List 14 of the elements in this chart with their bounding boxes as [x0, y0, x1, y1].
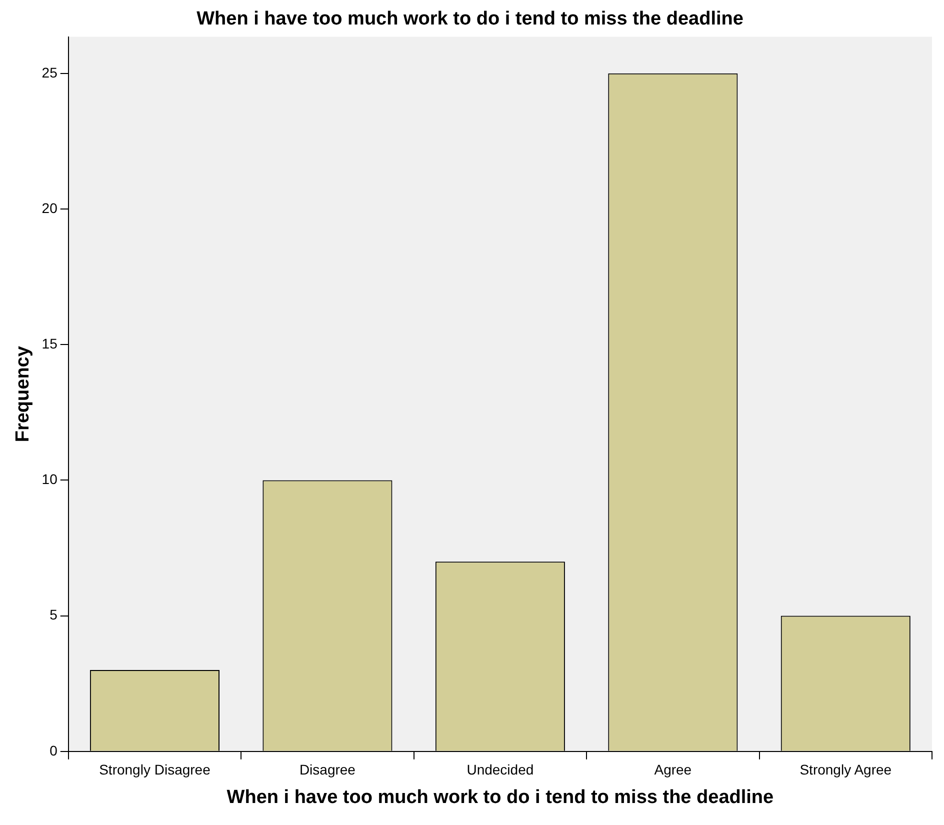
y-tick-label: 10: [42, 471, 58, 488]
x-tick-label: Strongly Agree: [800, 762, 892, 778]
chart-title: When i have too much work to do i tend to miss the deadline: [196, 8, 744, 30]
y-axis-title: Frequency: [12, 346, 34, 442]
x-axis-title: When i have too much work to do i tend to miss the deadline: [226, 786, 774, 808]
y-tick-label: 0: [50, 742, 58, 758]
x-tick-label: Disagree: [299, 762, 356, 778]
x-tick-label: Agree: [654, 762, 692, 778]
y-tick-label: 25: [42, 64, 58, 80]
x-tick-label: Undecided: [466, 762, 534, 778]
y-tick-label: 5: [50, 606, 58, 623]
y-tick-label: 20: [42, 200, 58, 216]
y-tick-label: 15: [42, 335, 58, 352]
x-tick-label: Strongly Disagree: [99, 762, 211, 778]
